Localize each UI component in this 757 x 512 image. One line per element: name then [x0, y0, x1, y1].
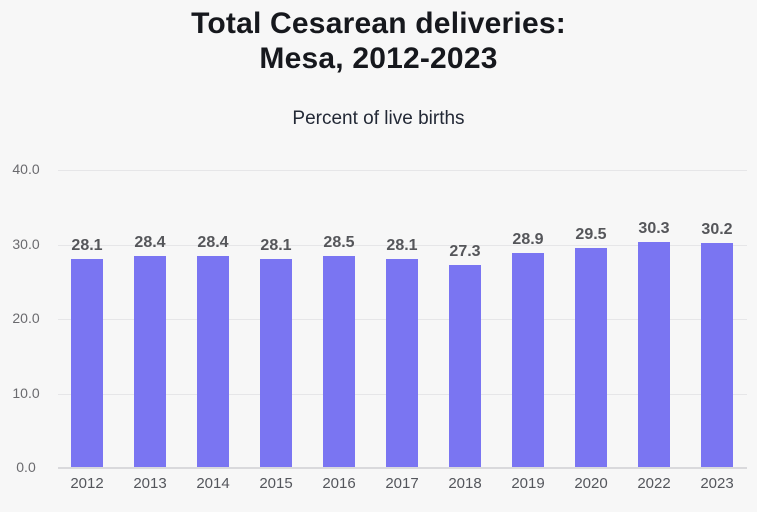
bar-value-label: 28.5 [323, 233, 355, 251]
bar-2022 [638, 242, 670, 467]
bar-value-label: 29.5 [575, 226, 607, 244]
bar-value-label: 28.4 [134, 234, 166, 252]
x-tick-label-2017: 2017 [385, 475, 419, 492]
x-tick-label-2015: 2015 [259, 475, 293, 492]
x-tick-label-2018: 2018 [448, 475, 482, 492]
bar-value-label: 28.9 [512, 230, 544, 248]
x-axis-baseline [58, 467, 747, 469]
chart-title-line1: Total Cesarean deliveries: [191, 7, 566, 40]
gridline [58, 244, 747, 246]
x-tick-label-2019: 2019 [511, 475, 545, 492]
x-tick-label-2012: 2012 [70, 475, 104, 492]
bar-value-label: 28.1 [260, 236, 292, 254]
x-tick-label-2022: 2022 [637, 475, 671, 492]
bar-value-label: 27.3 [449, 242, 481, 260]
y-tick-label: 20.0 [12, 310, 40, 326]
x-tick-label-2023: 2023 [700, 475, 734, 492]
bar-2020 [575, 248, 607, 467]
gridline [58, 170, 747, 171]
chart-title-line2: Mesa, 2012-2023 [259, 42, 498, 75]
bar-2016 [323, 255, 355, 467]
bar-2018 [449, 264, 481, 467]
bar-2015 [260, 258, 292, 467]
x-tick-label-2013: 2013 [133, 475, 167, 492]
bar-value-label: 28.1 [386, 236, 418, 254]
x-tick-label-2016: 2016 [322, 475, 356, 492]
bar-value-label: 28.4 [197, 234, 229, 252]
bar-value-label: 28.1 [71, 236, 103, 254]
bar-2012 [71, 258, 103, 467]
bar-2019 [512, 252, 544, 467]
y-tick-label: 10.0 [12, 384, 40, 401]
bar-value-label: 30.2 [701, 221, 733, 238]
bar-value-label: 30.3 [638, 220, 670, 238]
bar-2017 [386, 258, 418, 467]
y-tick-label: 0.0 [16, 459, 36, 475]
x-tick-label-2014: 2014 [196, 475, 230, 492]
y-tick-label: 30.0 [12, 235, 40, 252]
y-tick-label: 40.0 [12, 161, 40, 177]
chart-subtitle: Percent of live births [292, 108, 465, 129]
bar-2023 [701, 243, 733, 467]
x-tick-label-2020: 2020 [574, 475, 608, 492]
bar-2014 [197, 256, 229, 467]
bar-2013 [134, 256, 166, 467]
chart-title: Total Cesarean deliveries: Mesa, 2012-20… [0, 6, 757, 76]
